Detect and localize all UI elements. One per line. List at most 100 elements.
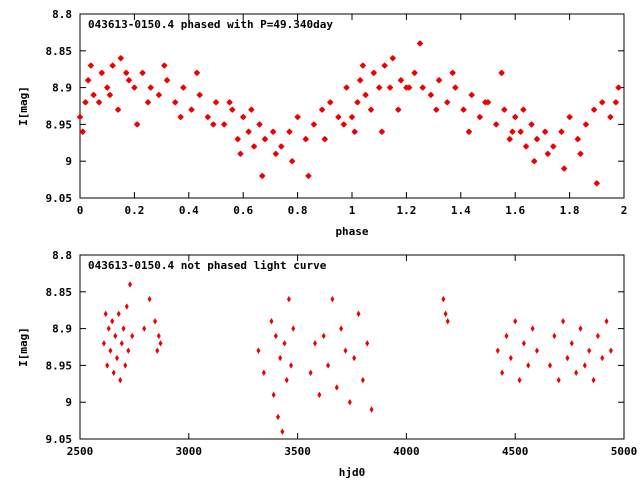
data-point [101,340,106,347]
y-tick-label: 8.9 [52,82,72,95]
data-point [343,84,350,91]
data-point [577,150,584,158]
data-point [334,384,339,391]
data-point [582,121,590,128]
data-point [256,121,263,128]
x-tick-label: 3500 [284,445,311,458]
data-point [153,318,158,325]
data-point [506,135,513,143]
data-point [574,369,579,376]
data-point [376,84,383,91]
data-point [340,121,348,128]
y-tick-label: 8.8 [52,8,72,21]
y-tick-label: 8.9 [52,323,72,336]
data-point [348,113,356,121]
y-tick-label: 8.95 [46,118,73,131]
y-tick-label: 8.95 [46,359,73,372]
data-point [389,54,396,62]
x-tick-label: 0.8 [288,204,308,217]
data-point [196,91,203,99]
data-point [386,84,394,91]
data-point [204,113,212,121]
y-tick-label: 8.85 [46,286,73,299]
x-tick-label: 1.4 [451,204,471,217]
data-point [245,128,252,135]
x-tick-label: 0.4 [179,204,199,217]
data-point [240,113,247,121]
data-point [130,332,135,340]
data-point [378,128,386,135]
data-point [449,69,456,77]
data-point [147,295,152,303]
data-point [533,135,541,143]
data-point [156,332,161,340]
data-point [250,143,258,150]
data-point [427,91,435,99]
data-point [237,150,244,158]
data-point [131,84,138,91]
y-axis-label: I[mag] [17,86,30,126]
data-point [360,376,365,384]
x-tick-label: 1 [349,204,356,217]
data-point [288,158,296,165]
data-point [534,347,539,354]
y-axis-label: I[mag] [17,327,30,367]
y-tick-label: 8.85 [46,45,73,58]
data-point [294,113,301,121]
data-point [248,106,255,113]
data-point [139,69,146,77]
data-point [163,77,171,84]
data-point [612,99,620,106]
data-point [381,62,388,69]
data-point [508,354,513,362]
data-point [560,165,568,172]
y-tick-label: 9.05 [46,192,73,205]
data-point [111,369,116,376]
data-points [101,281,613,435]
data-point [327,99,334,106]
data-point [395,106,402,113]
data-point [259,172,266,180]
data-point [193,69,201,77]
data-point [460,106,467,113]
data-point [172,99,179,106]
unphased-light-curve-chart: 043613-0150.4 not phased light curve hjd… [17,249,637,479]
data-point [443,310,448,318]
data-point [113,332,118,340]
data-point [526,362,531,369]
data-point [444,99,451,106]
data-point [587,347,592,354]
data-point [284,376,289,384]
y-tick-label: 8.8 [52,249,72,262]
data-point [405,84,413,91]
y-tick-label: 9 [65,396,72,409]
x-tick-label: 2500 [67,445,94,458]
data-point [114,354,119,362]
axis-ticks: 2500 3000 3500 4000 4500 5000 8.8 8.85 8.9 8.95 9 9… [46,249,638,458]
data-point [552,332,557,340]
data-point [578,325,583,332]
data-point [210,121,217,128]
x-tick-label: 3000 [176,445,203,458]
data-point [123,362,128,369]
chart-title: 043613-0150.4 not phased light curve [88,259,327,272]
data-point [121,325,126,332]
data-point [495,347,500,354]
data-points [76,40,622,187]
data-point [416,40,424,47]
data-point [126,347,131,354]
data-point [155,91,163,99]
data-point [498,69,505,77]
data-point [103,310,108,318]
chart-title: 043613-0150.4 phased with P=49.340day [88,18,333,31]
data-point [261,369,266,376]
data-point [556,376,561,384]
plot-frame [79,13,625,199]
data-point [142,325,147,332]
data-point [158,340,163,347]
x-tick-label: 2 [621,204,628,217]
data-point [558,128,565,135]
data-point [317,391,322,399]
data-point [234,135,241,143]
